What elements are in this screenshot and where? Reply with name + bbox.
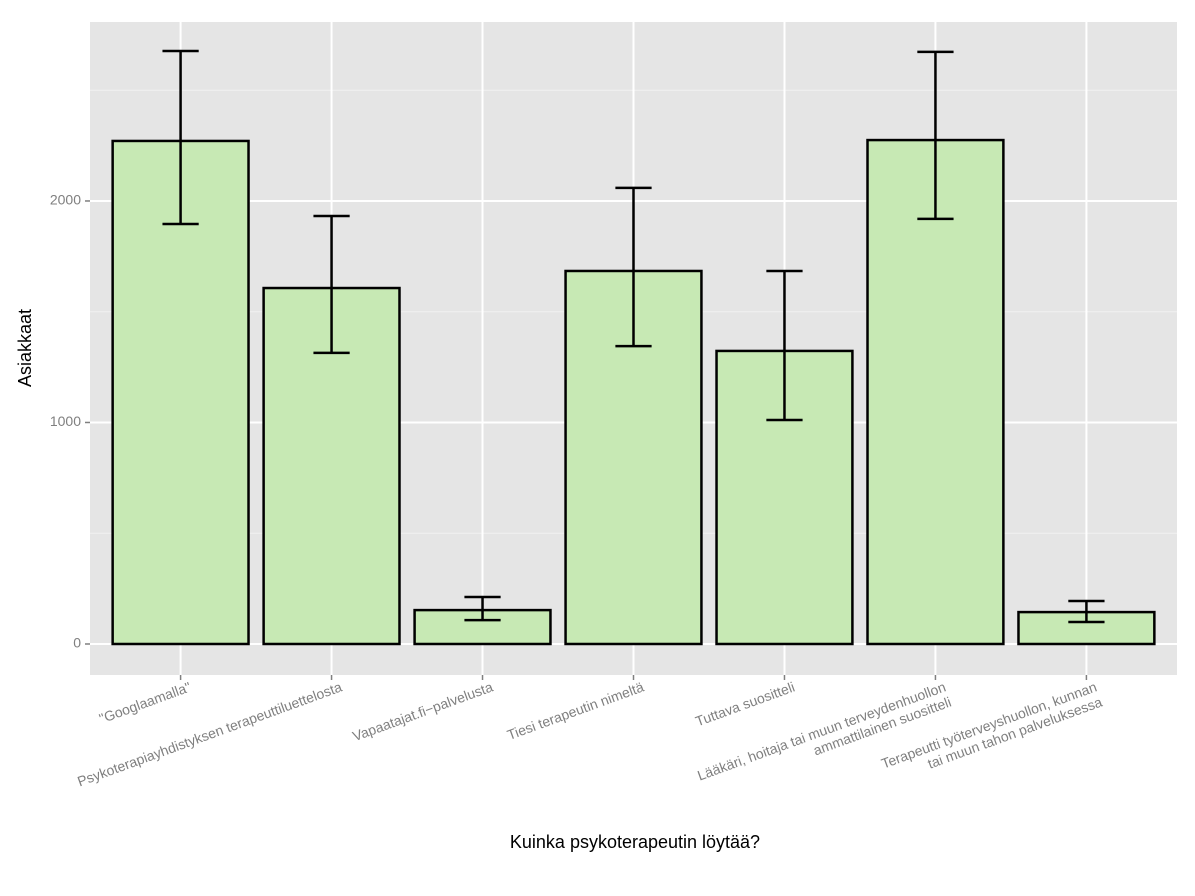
- bar: [866, 138, 1005, 646]
- x-tick-label: "Googlaamalla": [97, 678, 193, 726]
- x-axis-title: Kuinka psykoterapeutin löytää?: [510, 832, 760, 852]
- x-tick-label: Tuttava suositteli: [693, 678, 797, 729]
- error-bar: [615, 186, 652, 348]
- error-bar: [766, 269, 803, 422]
- error-bar: [464, 595, 501, 622]
- y-axis-title: Asiakkaat: [15, 309, 35, 387]
- x-tick-label: Psykoterapiayhdistyksen terapeuttiluette…: [75, 678, 344, 789]
- y-tick-label: 2000: [50, 192, 81, 208]
- error-bar: [917, 50, 954, 221]
- x-tick-label: Lääkäri, hoitaja tai muun terveydenhuoll…: [695, 678, 953, 798]
- error-bar: [313, 214, 350, 355]
- error-bar: [162, 49, 199, 226]
- x-tick-label: Vapaatajat.fi−palvelusta: [350, 678, 495, 744]
- y-tick-label: 0: [73, 635, 81, 651]
- x-tick-label: Tiesi terapeutin nimeltä: [505, 678, 646, 742]
- error-bar: [1068, 599, 1105, 624]
- y-tick-label: 1000: [50, 413, 81, 429]
